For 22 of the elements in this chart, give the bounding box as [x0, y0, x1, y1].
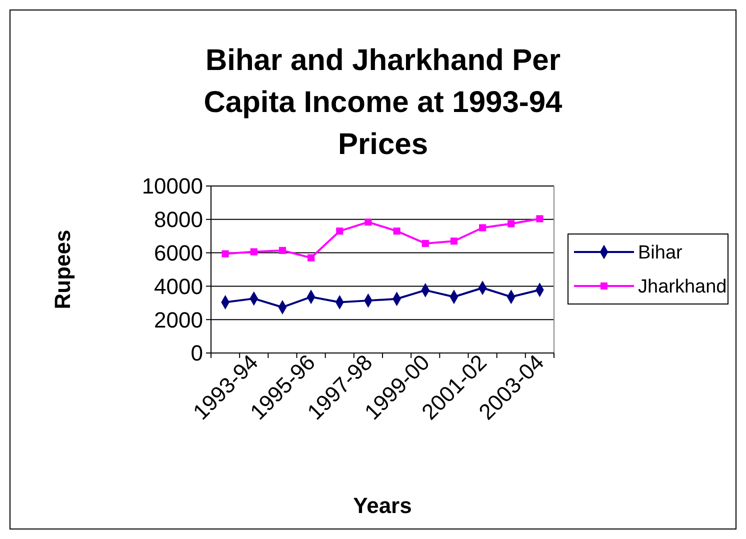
point: [364, 218, 372, 226]
point: [250, 248, 258, 256]
y-tick-label: 2000: [154, 307, 203, 332]
point: [222, 250, 229, 258]
point: [536, 215, 544, 222]
y-tick-label: 6000: [154, 240, 203, 266]
chart-title: Bihar and Jharkhand Per Capita Income at 1993-94 Prices: [204, 44, 563, 161]
x-axis-title: Years: [353, 493, 412, 518]
point: [393, 228, 400, 235]
point: [450, 238, 458, 245]
y-axis-title: Rupees: [50, 230, 75, 310]
y-tick-label: 10000: [142, 174, 203, 199]
point: [278, 246, 286, 254]
y-tick-label: 8000: [154, 207, 203, 232]
y-tick-label: 4000: [154, 274, 203, 299]
legend-label: Bihar: [638, 242, 684, 264]
point: [508, 220, 515, 228]
point: [422, 240, 429, 247]
point: [336, 228, 344, 235]
point: [308, 254, 315, 262]
point: [479, 224, 486, 232]
legend-label: Jharkhand: [638, 276, 727, 298]
